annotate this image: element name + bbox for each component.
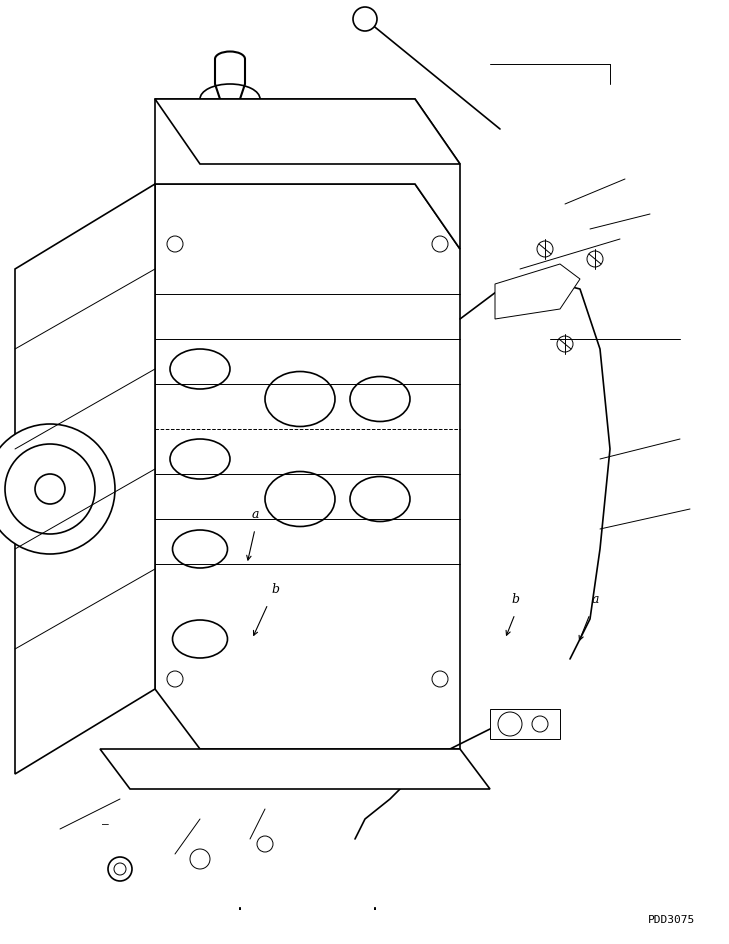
Text: PDD3075: PDD3075 — [648, 914, 695, 924]
Circle shape — [410, 759, 430, 779]
Text: .: . — [235, 895, 245, 913]
Circle shape — [108, 857, 132, 881]
Circle shape — [5, 445, 95, 534]
Circle shape — [0, 425, 115, 554]
Circle shape — [432, 237, 448, 253]
Circle shape — [557, 337, 573, 353]
Polygon shape — [155, 100, 460, 250]
Circle shape — [140, 759, 160, 779]
Text: a: a — [591, 593, 599, 606]
Circle shape — [335, 115, 345, 125]
Text: b: b — [271, 582, 279, 596]
Circle shape — [167, 671, 183, 687]
Circle shape — [432, 671, 448, 687]
Circle shape — [532, 716, 548, 733]
Circle shape — [35, 475, 65, 504]
Circle shape — [190, 849, 210, 869]
Circle shape — [385, 140, 395, 150]
Polygon shape — [100, 750, 490, 789]
Circle shape — [537, 242, 553, 258]
Circle shape — [167, 237, 183, 253]
Text: _: _ — [101, 814, 109, 824]
Circle shape — [295, 105, 305, 115]
Polygon shape — [495, 264, 580, 320]
Circle shape — [365, 125, 375, 135]
Circle shape — [257, 836, 273, 852]
Text: b: b — [511, 593, 519, 606]
Polygon shape — [155, 185, 460, 750]
Circle shape — [114, 863, 126, 875]
Polygon shape — [155, 100, 460, 165]
Circle shape — [587, 252, 603, 268]
Circle shape — [498, 712, 522, 736]
Polygon shape — [490, 709, 560, 739]
Text: .: . — [370, 895, 380, 913]
Text: a: a — [252, 508, 259, 521]
Circle shape — [353, 8, 377, 32]
Polygon shape — [15, 185, 155, 774]
